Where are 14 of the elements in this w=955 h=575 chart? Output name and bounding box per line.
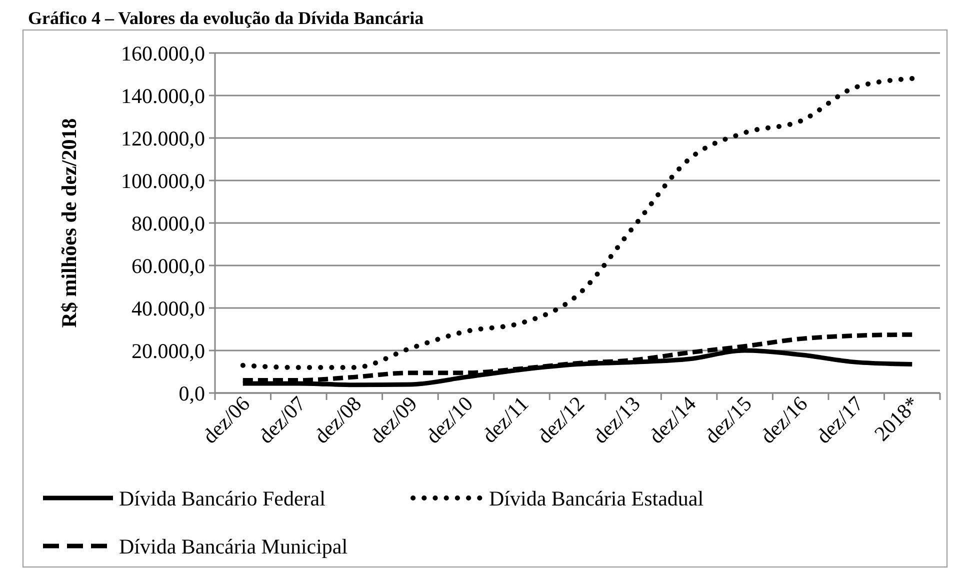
y-tick-label: 120.000,0 [121, 126, 205, 150]
y-tick-label: 140.000,0 [121, 84, 205, 108]
legend-label: Dívida Bancária Estadual [489, 486, 704, 510]
chart-title: Gráfico 4 – Valores da evolução da Dívida Bancária [28, 8, 424, 28]
y-tick-label: 160.000,0 [121, 41, 205, 66]
y-tick-label: 0,0 [178, 381, 205, 406]
legend-label: Dívida Bancária Municipal [119, 534, 348, 558]
y-tick-label: 20.000,0 [132, 338, 205, 363]
y-tick-label: 100.000,0 [121, 168, 205, 193]
legend-label: Dívida Bancário Federal [119, 486, 326, 510]
y-axis-title: R$ milhões de dez/2018 [57, 118, 81, 328]
y-tick-label: 40.000,0 [132, 296, 205, 320]
y-tick-label: 60.000,0 [132, 254, 205, 278]
y-tick-label: 80.000,0 [132, 211, 205, 236]
